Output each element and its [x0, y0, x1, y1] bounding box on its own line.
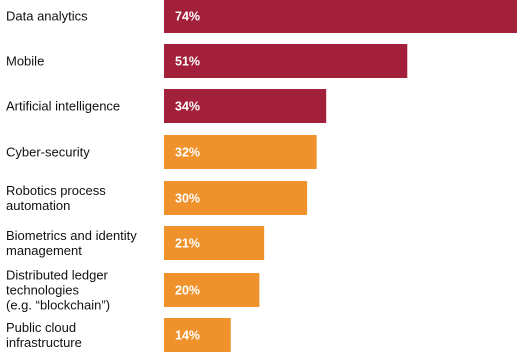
category-label-line: Artificial intelligence [6, 99, 120, 114]
value-label-0: 74% [175, 10, 200, 24]
bar-2 [164, 89, 327, 123]
bar-0 [164, 0, 517, 33]
category-label-2: Artificial intelligence [6, 99, 120, 114]
category-label-line: infrastructure [6, 335, 82, 350]
category-label-line: Distributed ledger [6, 268, 109, 283]
category-label-3: Cyber-security [6, 145, 90, 160]
category-label-line: Robotics process [6, 183, 106, 198]
value-label-4: 30% [175, 192, 200, 206]
category-label-line: (e.g. “blockchain”) [6, 298, 110, 313]
category-label-line: Biometrics and identity [6, 228, 137, 243]
bar-7 [164, 318, 231, 352]
category-label-line: Mobile [6, 54, 44, 69]
category-label-4: Robotics process automation [6, 183, 106, 213]
category-label-0: Data analytics [6, 9, 88, 24]
bar-4 [164, 181, 308, 215]
category-label-7: Public cloud infrastructure [6, 320, 82, 350]
bar-3 [164, 135, 317, 169]
bar-6 [164, 273, 260, 307]
category-label-line: Public cloud [6, 320, 76, 335]
category-label-line: Cyber-security [6, 145, 90, 160]
category-label-1: Mobile [6, 54, 44, 69]
value-label-1: 51% [175, 55, 200, 69]
value-label-6: 20% [175, 284, 200, 298]
bar-5 [164, 226, 265, 260]
category-label-6: Distributed ledger technologies (e.g. “blo… [6, 268, 110, 313]
value-label-5: 21% [175, 237, 200, 251]
category-label-line: Data analytics [6, 9, 88, 24]
bar-1 [164, 44, 408, 78]
value-label-7: 14% [175, 329, 200, 343]
category-label-line: technologies [6, 283, 79, 298]
value-label-3: 32% [175, 146, 200, 160]
category-label-line: automation [6, 198, 70, 213]
value-label-2: 34% [175, 100, 200, 114]
category-label-line: management [6, 243, 82, 258]
category-label-5: Biometrics and identity management [6, 228, 137, 258]
